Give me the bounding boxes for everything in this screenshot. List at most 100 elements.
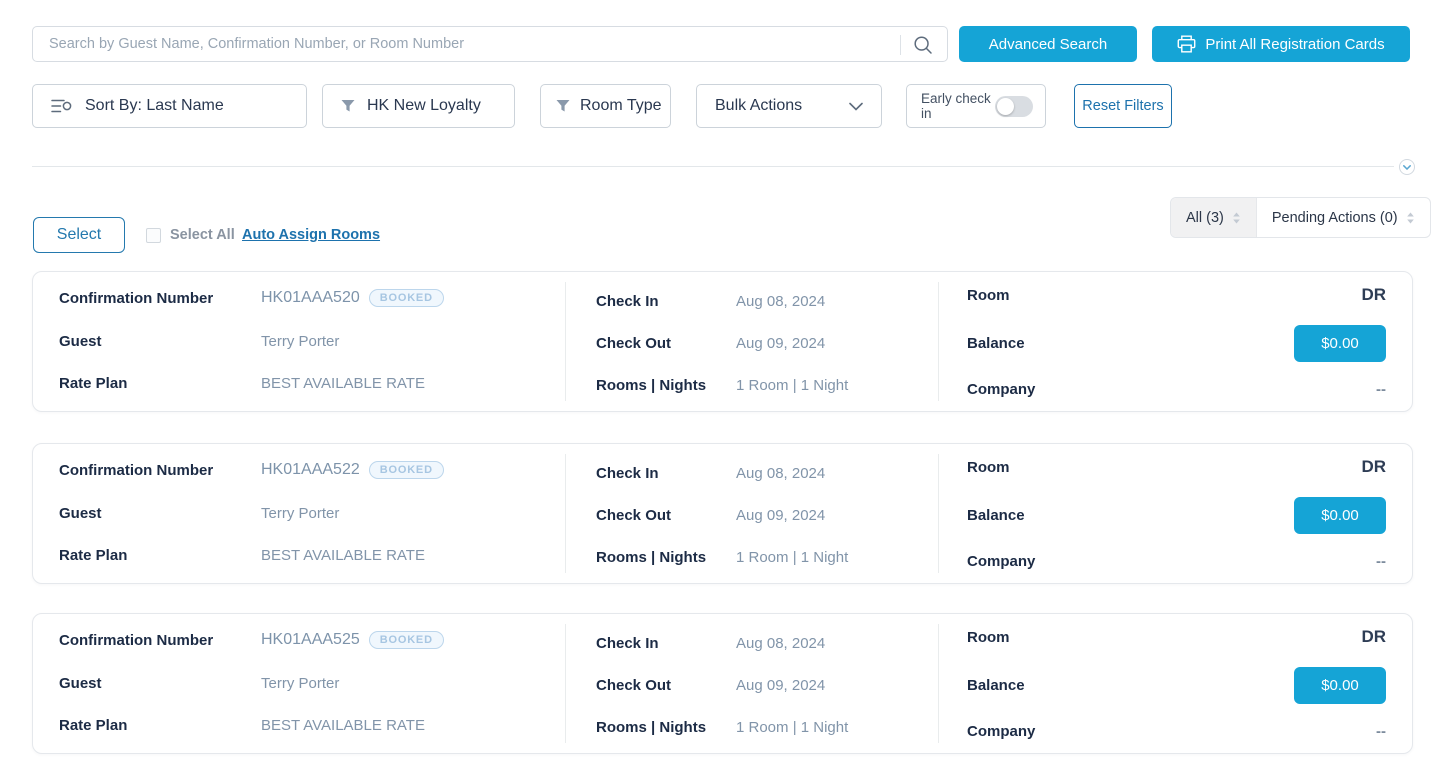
company-value: -- [1376,381,1386,398]
card-column-divider [565,624,566,743]
section-divider [32,166,1394,167]
check-out-value: Aug 09, 2024 [736,335,826,352]
check-in-label: Check In [596,635,659,652]
early-check-in-filter: Early check in [906,84,1046,128]
select-label: Select [56,226,102,243]
guest-value: Terry Porter [261,674,340,692]
guest-label: Guest [59,504,102,522]
reservation-card[interactable]: Confirmation Number HK01AAA525 BOOKED Gu… [32,613,1413,754]
auto-assign-rooms-link[interactable]: Auto Assign Rooms [242,227,381,243]
guest-value: Terry Porter [261,504,340,522]
tab-pending-label: Pending Actions (0) [1271,209,1398,226]
printer-icon [1177,35,1196,53]
balance-button[interactable]: $0.00 [1294,666,1386,704]
company-value: -- [1376,553,1386,570]
room-value: DR [1361,457,1386,476]
search-box [32,26,948,62]
room-label: Room [967,628,1010,646]
confirmation-number-label: Confirmation Number [59,461,214,479]
early-check-in-toggle[interactable] [995,95,1033,117]
check-out-label: Check Out [596,677,672,694]
rate-plan-label: Rate Plan [59,375,128,392]
card-guest-column: Confirmation Number HK01AAA522 BOOKED Gu… [33,444,565,583]
company-label: Company [967,381,1036,398]
confirmation-number-value: HK01AAA525 [261,631,360,648]
rate-plan-label: Rate Plan [59,717,128,734]
loyalty-filter[interactable]: HK New Loyalty [322,84,515,128]
guest-label: Guest [59,674,102,692]
select-button[interactable]: Select [33,217,125,253]
rooms-nights-label: Rooms | Nights [596,377,707,394]
balance-button[interactable]: $0.00 [1294,324,1386,362]
reset-filters-label: Reset Filters [1082,98,1164,114]
sort-arrows-icon [1233,212,1240,223]
sort-arrows-icon [1406,212,1414,223]
check-out-label: Check Out [596,507,672,524]
check-out-value: Aug 09, 2024 [736,677,826,694]
funnel-icon [341,99,355,113]
advanced-search-button[interactable]: Advanced Search [959,26,1137,62]
rooms-nights-label: Rooms | Nights [596,719,707,736]
search-icon[interactable] [913,35,933,55]
card-guest-column: Confirmation Number HK01AAA520 BOOKED Gu… [33,272,565,411]
select-all-control: Select All [146,227,235,243]
bulk-actions-dropdown[interactable]: Bulk Actions [696,84,882,128]
room-label: Room [967,458,1010,476]
sort-by-label: Sort By: Last Name [85,97,224,114]
collapse-filters-button[interactable] [1399,159,1415,175]
card-column-divider [938,624,939,743]
card-room-column: Room DR Balance $0.00 Company -- [939,444,1412,583]
print-all-registration-cards-button[interactable]: Print All Registration Cards [1152,26,1410,62]
sort-icon [51,98,72,114]
card-column-divider [938,454,939,573]
list-tabs: All (3) Pending Actions (0) [1170,197,1431,238]
rate-plan-value: BEST AVAILABLE RATE [261,717,425,734]
card-room-column: Room DR Balance $0.00 Company -- [939,614,1412,753]
select-all-checkbox[interactable] [146,227,161,243]
balance-label: Balance [967,334,1025,352]
room-type-filter[interactable]: Room Type [540,84,671,128]
balance-label: Balance [967,506,1025,524]
guest-value: Terry Porter [261,332,340,350]
search-divider [900,35,901,55]
rate-plan-value: BEST AVAILABLE RATE [261,375,425,392]
confirmation-number-label: Confirmation Number [59,631,214,649]
check-in-value: Aug 08, 2024 [736,635,826,652]
balance-button[interactable]: $0.00 [1294,496,1386,534]
loyalty-filter-label: HK New Loyalty [367,97,481,114]
sort-by-dropdown[interactable]: Sort By: Last Name [32,84,307,128]
rooms-nights-value: 1 Room | 1 Night [736,377,849,394]
card-stay-column: Check In Aug 08, 2024 Check Out Aug 09, … [566,272,938,411]
room-type-filter-label: Room Type [580,97,662,114]
confirmation-number-label: Confirmation Number [59,289,214,307]
check-in-label: Check In [596,293,659,310]
chevron-down-icon [849,102,863,111]
bulk-actions-label: Bulk Actions [715,97,803,114]
status-badge: BOOKED [368,631,444,649]
reset-filters-button[interactable]: Reset Filters [1074,84,1172,128]
select-all-label: Select All [170,227,235,243]
reservation-card[interactable]: Confirmation Number HK01AAA520 BOOKED Gu… [32,271,1413,412]
status-badge: BOOKED [368,461,444,479]
tab-pending-actions[interactable]: Pending Actions (0) [1257,198,1430,237]
card-stay-column: Check In Aug 08, 2024 Check Out Aug 09, … [566,444,938,583]
rooms-nights-value: 1 Room | 1 Night [736,719,849,736]
early-check-in-label: Early check in [921,91,991,121]
check-out-value: Aug 09, 2024 [736,507,826,524]
rooms-nights-label: Rooms | Nights [596,549,707,566]
company-value: -- [1376,723,1386,740]
search-input[interactable] [33,36,947,52]
rate-plan-value: BEST AVAILABLE RATE [261,547,425,564]
room-label: Room [967,286,1010,304]
tab-all[interactable]: All (3) [1171,198,1257,237]
chevron-down-icon [1403,164,1411,170]
room-value: DR [1361,285,1386,304]
confirmation-number-value: HK01AAA522 [261,461,360,478]
check-in-value: Aug 08, 2024 [736,293,826,310]
status-badge: BOOKED [368,289,444,307]
balance-label: Balance [967,676,1025,694]
reservation-card[interactable]: Confirmation Number HK01AAA522 BOOKED Gu… [32,443,1413,584]
card-stay-column: Check In Aug 08, 2024 Check Out Aug 09, … [566,614,938,753]
guest-label: Guest [59,332,102,350]
